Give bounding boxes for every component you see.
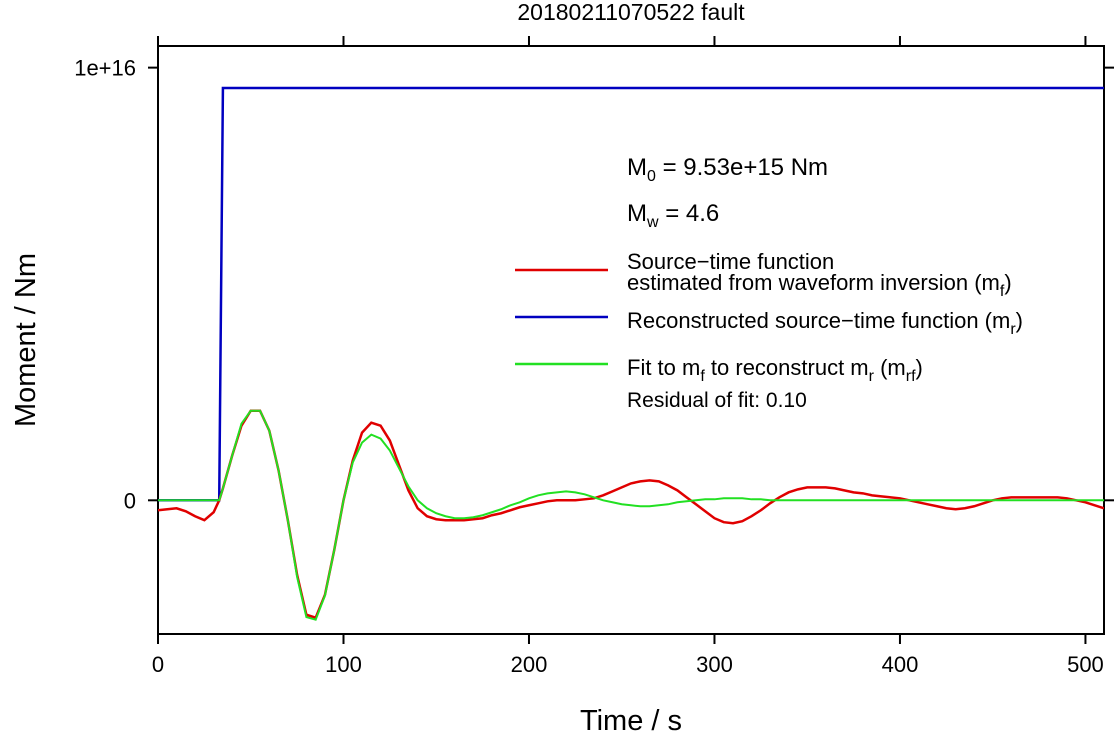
annotation-part: 0 (647, 168, 656, 185)
plot-area (158, 86, 1104, 621)
y-tick-label: 0 (124, 488, 136, 513)
legend-label-part: rf (906, 368, 916, 385)
legend-label-part: ) (1004, 270, 1011, 295)
x-tick-label: 200 (511, 652, 548, 677)
annotation-part: M (627, 154, 647, 181)
series-line (158, 86, 1104, 502)
legend-label-part: to reconstruct m (705, 355, 869, 380)
x-tick-label: 400 (882, 652, 919, 677)
annotation-part: w (646, 214, 659, 231)
legend-label: Source−time function (627, 249, 834, 274)
legend-label-part: f (1000, 283, 1005, 300)
legend-label-part: (m (874, 355, 906, 380)
x-tick-label: 500 (1067, 652, 1104, 677)
legend-label: Fit to mf to reconstruct mr (mrf) (627, 355, 923, 385)
x-axis-label: Time / s (580, 705, 682, 736)
y-axis-label: Moment / Nm (10, 253, 42, 427)
x-tick-label: 100 (325, 652, 362, 677)
y-tick-label: 1e+16 (74, 56, 136, 81)
legend-label-part: f (700, 368, 705, 385)
plot-frame (157, 45, 1105, 635)
series-line (158, 409, 1104, 620)
x-tick-label: 0 (152, 652, 164, 677)
annotation-part: = 4.6 (659, 200, 720, 227)
chart-title: 20180211070522 fault (517, 0, 745, 25)
annotation-part: Residual of fit: 0.10 (627, 389, 807, 412)
legend-label-part: r (869, 368, 875, 385)
legend-label-part: estimated from waveform inversion (m (627, 270, 1000, 295)
x-tick-label: 300 (696, 652, 733, 677)
annotation: Residual of fit: 0.10 (627, 389, 807, 412)
legend-label-part: Fit to m (627, 355, 700, 380)
annotation: M0 = 9.53e+15 Nm (627, 154, 828, 185)
legend-label: estimated from waveform inversion (mf) (627, 270, 1012, 300)
annotation-part: = 9.53e+15 Nm (656, 154, 828, 181)
legend-label-part: r (1010, 321, 1016, 338)
legend-label-part: ) (916, 355, 923, 380)
annotation: Mw = 4.6 (627, 200, 719, 231)
series-line (158, 409, 1104, 621)
annotation-part: M (627, 200, 647, 227)
legend-label-part: Source−time function (627, 249, 834, 274)
legend-label-part: ) (1016, 308, 1023, 333)
legend-label-part: Reconstructed source−time function (m (627, 308, 1010, 333)
legend-label: Reconstructed source−time function (mr) (627, 308, 1023, 338)
